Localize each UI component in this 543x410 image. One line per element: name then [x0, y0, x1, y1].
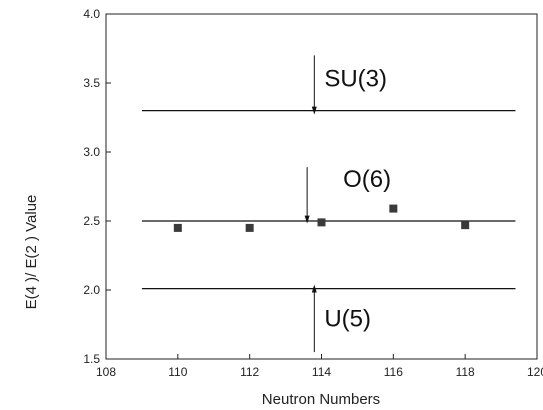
y-axis-title: E(4 )/ E(2 ) Value — [23, 195, 40, 310]
y-tick-label: 3.0 — [83, 145, 100, 159]
plot-frame — [105, 13, 538, 360]
x-tick-label: 116 — [384, 365, 403, 379]
x-tick-label: 114 — [312, 365, 331, 379]
y-tick-label: 1.5 — [83, 352, 100, 366]
x-tick-label: 118 — [456, 365, 475, 379]
limit-label: SU(3) — [324, 66, 387, 93]
x-tick-label: 112 — [240, 365, 259, 379]
reference-lines: SU(3) O(6) U(5) — [141, 55, 516, 353]
limit-label: U(5) — [324, 306, 371, 333]
x-tick-label: 120 — [527, 365, 543, 379]
x-axis-title: Neutron Numbers — [262, 391, 380, 408]
data-point — [173, 223, 182, 232]
x-tick-label: 110 — [168, 365, 187, 379]
data-point — [389, 204, 398, 213]
y-tick-label: 2.0 — [83, 283, 100, 297]
y-tick-label: 2.5 — [83, 214, 100, 228]
limit-label: O(6) — [343, 166, 391, 193]
x-axis: 108 110 112 114 116 118 120 — [96, 354, 543, 379]
y-tick-label: 4.0 — [83, 7, 100, 21]
y-axis: 1.5 2.0 2.5 3.0 3.5 4.0 — [83, 7, 111, 366]
data-points — [173, 204, 470, 232]
y-tick-label: 3.5 — [83, 76, 100, 90]
x-tick-label: 108 — [96, 365, 116, 379]
data-point — [317, 218, 326, 227]
data-point — [461, 221, 470, 230]
data-point — [245, 223, 254, 232]
